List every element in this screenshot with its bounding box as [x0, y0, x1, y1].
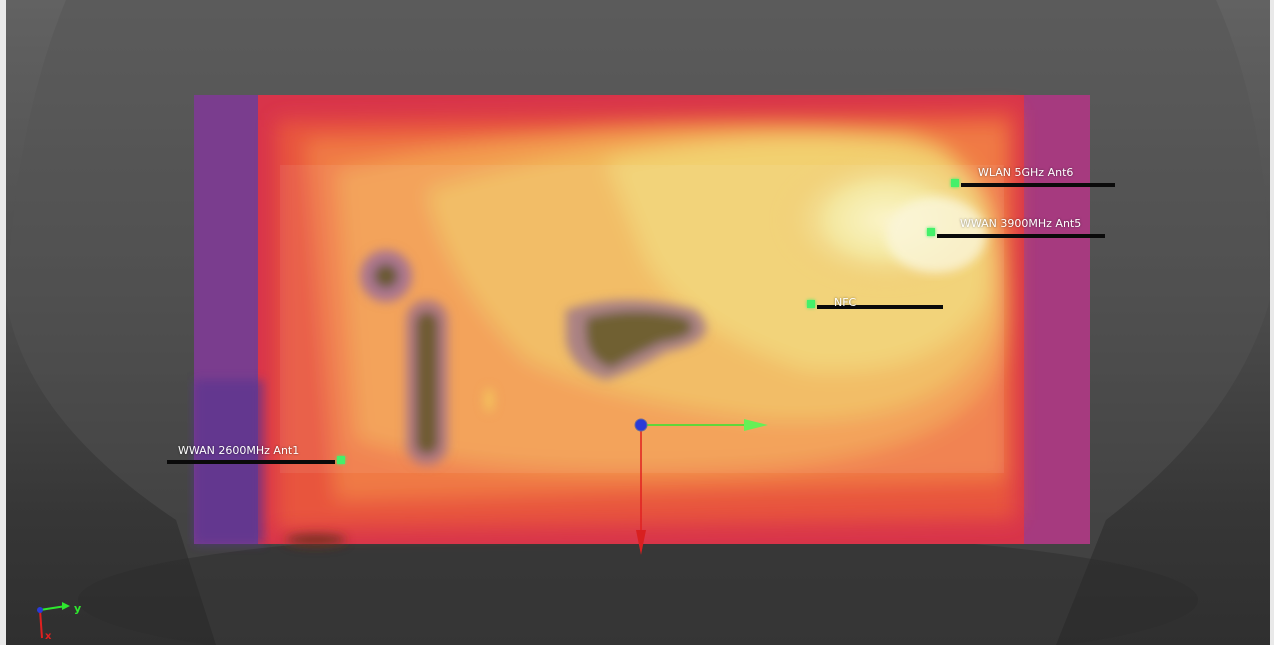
antenna-label-nfc: NFC — [834, 296, 857, 309]
leader-line — [167, 460, 335, 464]
triad-y-label: y — [74, 602, 82, 615]
antenna-marker-wwan-3900mhz-ant5[interactable] — [927, 228, 935, 236]
antenna-label-wlan-5ghz-ant6: WLAN 5GHz Ant6 — [978, 166, 1074, 179]
antenna-marker-wlan-5ghz-ant6[interactable] — [951, 179, 959, 187]
window-border-right — [1270, 0, 1274, 645]
field-heatmap[interactable] — [6, 0, 1270, 645]
3d-viewport[interactable]: WLAN 5GHz Ant6 WWAN 3900MHz Ant5 NFC WWA… — [6, 0, 1270, 645]
leader-line — [937, 234, 1105, 238]
window-border-left — [0, 0, 6, 645]
triad-x-label: x — [45, 631, 52, 642]
coordinate-triad-icon — [37, 602, 70, 639]
leader-line — [817, 305, 943, 309]
antenna-label-wwan-2600mhz-ant1: WWAN 2600MHz Ant1 — [178, 444, 300, 457]
antenna-marker-wwan-2600mhz-ant1[interactable] — [337, 456, 345, 464]
leader-line — [961, 183, 1115, 187]
antenna-label-wwan-3900mhz-ant5: WWAN 3900MHz Ant5 — [960, 217, 1082, 230]
antenna-marker-nfc[interactable] — [807, 300, 815, 308]
